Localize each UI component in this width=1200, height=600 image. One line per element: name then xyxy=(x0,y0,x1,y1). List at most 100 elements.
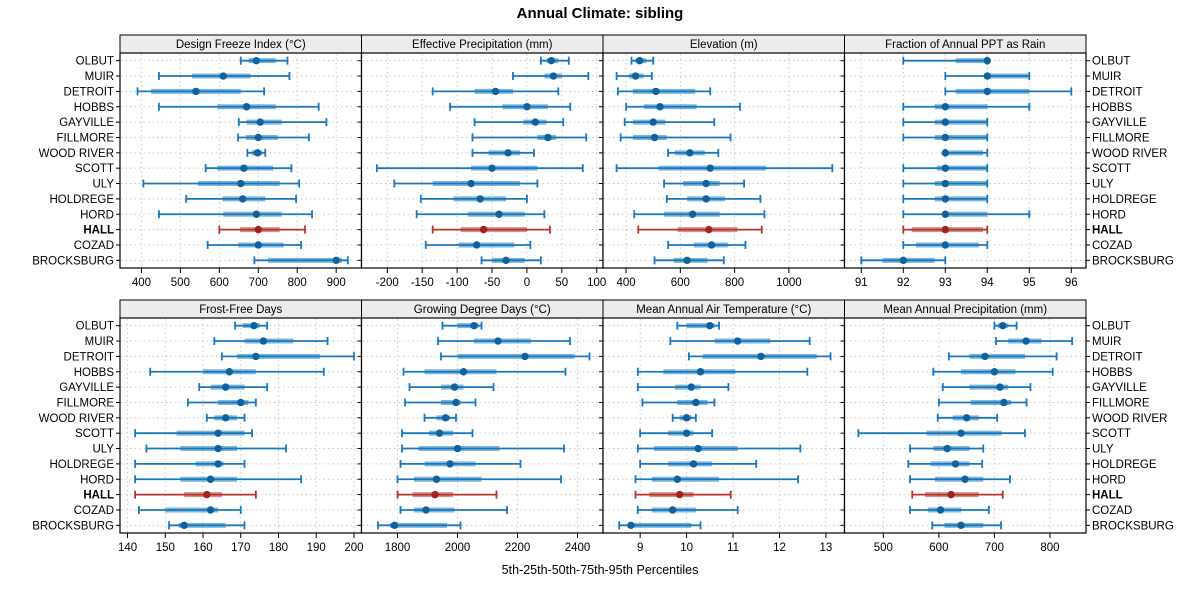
site-label-right: GAYVILLE xyxy=(1092,117,1147,129)
percentile-row xyxy=(902,179,989,188)
site-label-left: BROCKSBURG xyxy=(32,255,114,267)
median-dot xyxy=(491,87,500,96)
site-label-right: MUIR xyxy=(1092,336,1121,348)
percentile-row xyxy=(634,490,732,499)
site-label-left: COZAD xyxy=(74,240,114,252)
percentile-row xyxy=(253,256,349,265)
site-label-right: WOOD RIVER xyxy=(1092,148,1167,160)
site-label-left: HOLDREGE xyxy=(49,194,114,206)
median-dot xyxy=(687,383,695,391)
site-label-right: HOBBS xyxy=(1092,102,1133,114)
percentile-row xyxy=(399,505,508,514)
median-dot xyxy=(214,444,222,453)
panel-title: Frost-Free Days xyxy=(199,304,282,316)
percentile-row xyxy=(907,459,984,468)
percentile-row xyxy=(902,56,991,65)
x-tick-label: 13 xyxy=(820,542,833,554)
x-tick-label: -100 xyxy=(446,277,469,289)
site-label-right: DETROIT xyxy=(1092,86,1142,98)
median-dot xyxy=(254,133,262,142)
panel-effective-precipitation-mm xyxy=(360,52,604,269)
x-tick-label: 2400 xyxy=(565,542,591,554)
percentile-row xyxy=(995,337,1074,346)
median-dot xyxy=(941,103,949,111)
x-tick-label: -200 xyxy=(376,277,399,289)
median-dot xyxy=(668,506,677,514)
percentile-row xyxy=(404,398,477,407)
percentile-row xyxy=(993,321,1018,330)
median-dot xyxy=(983,72,991,80)
median-dot xyxy=(240,164,248,172)
site-label-right: HALL xyxy=(1092,490,1123,502)
site-label-right: FILLMORE xyxy=(1092,397,1150,409)
median-dot xyxy=(254,225,262,234)
x-tick-label: 10 xyxy=(680,542,693,554)
median-dot xyxy=(696,368,705,376)
percentile-row xyxy=(424,240,532,249)
site-label-left: HOBBS xyxy=(74,102,115,114)
percentile-row xyxy=(615,72,653,81)
site-label-left: ULY xyxy=(92,444,114,456)
percentile-row xyxy=(134,490,257,499)
median-dot xyxy=(999,321,1007,330)
x-tick-label: 800 xyxy=(725,277,744,289)
percentile-row xyxy=(636,505,739,514)
median-dot xyxy=(422,506,430,514)
percentile-row xyxy=(237,118,328,127)
percentile-row xyxy=(902,225,989,234)
panel-growing-degree-days-c xyxy=(360,317,604,534)
percentile-row xyxy=(237,133,310,142)
percentile-row xyxy=(206,240,303,249)
median-dot xyxy=(431,490,439,499)
percentile-row xyxy=(431,87,560,96)
median-dot xyxy=(214,460,222,468)
percentile-row xyxy=(636,383,730,392)
median-dot xyxy=(250,321,258,330)
median-dot xyxy=(237,398,245,407)
x-tick-label: 600 xyxy=(210,277,229,289)
x-tick-label: 2000 xyxy=(445,542,471,554)
median-dot xyxy=(452,398,460,407)
median-dot xyxy=(675,490,684,499)
site-label-left: FILLMORE xyxy=(56,397,114,409)
percentile-row xyxy=(234,321,269,330)
median-dot xyxy=(219,72,227,80)
median-dot xyxy=(332,256,340,265)
median-dot xyxy=(479,225,488,234)
percentile-row xyxy=(902,164,989,173)
percentile-row xyxy=(393,179,539,188)
panel-frost-free-days xyxy=(119,317,363,534)
x-tick-label: 200 xyxy=(344,542,363,554)
x-tick-label: 100 xyxy=(587,277,606,289)
percentile-row xyxy=(205,413,246,422)
percentile-row xyxy=(617,87,712,96)
median-dot xyxy=(523,103,531,111)
median-dot xyxy=(547,56,556,65)
site-label-left: DETROIT xyxy=(64,351,114,363)
median-dot xyxy=(941,133,949,142)
percentile-row xyxy=(246,148,267,157)
median-dot xyxy=(627,521,635,530)
median-dot xyxy=(459,368,468,376)
x-tick-label: 400 xyxy=(616,277,635,289)
percentile-row xyxy=(134,429,253,438)
percentile-row xyxy=(399,459,522,468)
median-dot xyxy=(256,118,264,126)
site-label-left: OLBUT xyxy=(76,56,114,68)
panel-elevation-m xyxy=(602,52,846,269)
percentile-row xyxy=(636,367,809,376)
site-label-right: SCOTT xyxy=(1092,428,1131,440)
percentile-row xyxy=(408,383,495,392)
panel-mean-annual-precipitation-mm xyxy=(843,317,1087,534)
percentile-row xyxy=(441,321,483,330)
site-label-right: MUIR xyxy=(1092,71,1121,83)
median-dot xyxy=(450,383,459,391)
median-dot xyxy=(983,87,991,96)
median-dot xyxy=(180,521,188,530)
x-tick-label: 2200 xyxy=(505,542,531,554)
percentile-row xyxy=(437,337,571,346)
site-label-left: HORD xyxy=(80,474,114,486)
median-dot xyxy=(682,429,691,437)
site-label-left: WOOD RIVER xyxy=(39,148,114,160)
x-tick-label: 9 xyxy=(637,542,643,554)
